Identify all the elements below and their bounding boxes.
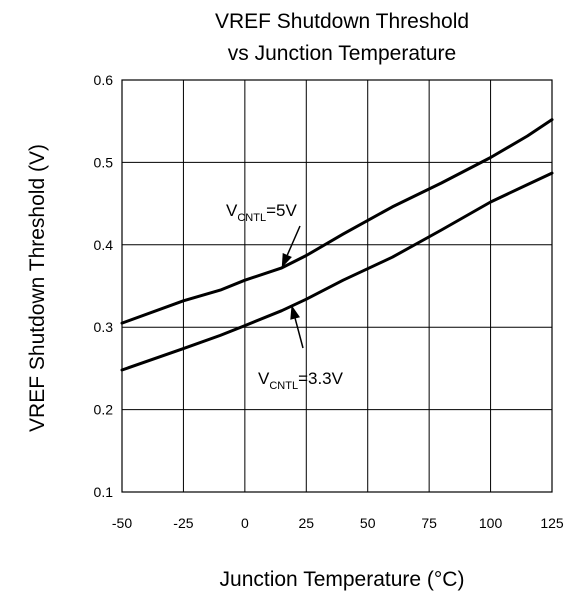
grid-lines	[121, 79, 553, 493]
plot-frame	[121, 79, 553, 493]
y-tick-labels: 0.1 0.2 0.3 0.4 0.5 0.6	[94, 72, 114, 500]
series-line-vcntl-5v	[120, 118, 554, 325]
annotation-5v-rest: =5V	[266, 201, 297, 220]
annotation-3v3-rest: =3.3V	[298, 369, 344, 388]
x-tick-label: 125	[540, 515, 564, 531]
y-tick-label: 0.4	[94, 237, 114, 253]
y-tick-label: 0.5	[94, 154, 114, 170]
x-tick-labels: -50 -25 0 25 50 75 100 125	[112, 515, 564, 531]
x-tick-label: 100	[479, 515, 503, 531]
arrow-head	[281, 253, 292, 268]
series-line-vcntl-3v3	[120, 171, 554, 372]
y-axis-label: VREF Shutdown Threshold (V)	[26, 144, 49, 432]
annotation-5v-v: V	[226, 201, 238, 220]
x-tick-label: -50	[112, 515, 132, 531]
y-tick-label: 0.6	[94, 72, 114, 88]
y-tick-label: 0.1	[94, 484, 114, 500]
arrow-shaft	[286, 225, 301, 256]
annotation-3v3: VCNTL=3.3V	[258, 369, 344, 392]
annotation-5v: VCNTL=5V	[226, 201, 297, 224]
annotation-5v-arrow	[281, 225, 301, 268]
x-tick-label: 0	[241, 515, 249, 531]
x-tick-label: 75	[421, 515, 437, 531]
y-tick-label: 0.3	[94, 319, 114, 335]
series-group	[120, 118, 554, 372]
annotation-5v-sub: CNTL	[237, 212, 266, 224]
x-tick-label: 50	[360, 515, 376, 531]
chart-title-line-2: vs Junction Temperature	[228, 42, 456, 65]
annotation-3v3-sub: CNTL	[269, 380, 298, 392]
x-axis-label: Junction Temperature (°C)	[220, 568, 465, 591]
y-tick-label: 0.2	[94, 402, 114, 418]
x-tick-label: -25	[173, 515, 193, 531]
arrow-head	[290, 304, 300, 320]
annotation-3v3-arrow	[290, 304, 304, 349]
chart-title-line-1: VREF Shutdown Threshold	[215, 10, 469, 33]
annotation-3v3-v: V	[258, 369, 270, 388]
x-tick-label: 25	[298, 515, 314, 531]
arrow-shaft	[294, 318, 304, 349]
